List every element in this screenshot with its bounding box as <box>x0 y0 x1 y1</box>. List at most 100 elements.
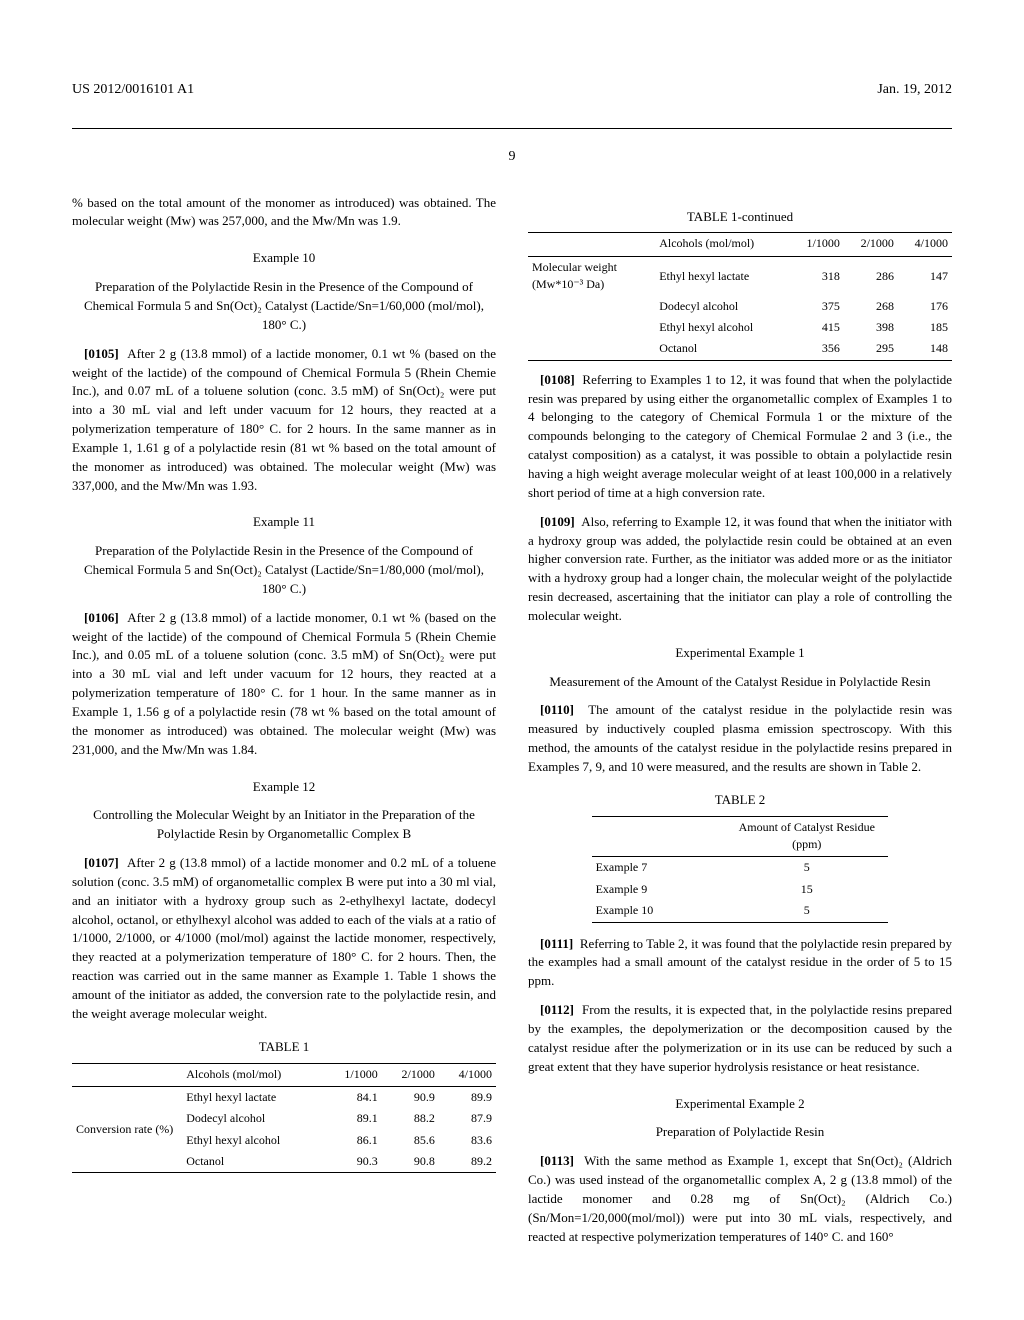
cell: 5 <box>725 857 888 879</box>
table-header: Amount of Catalyst Residue (ppm) <box>725 816 888 857</box>
cell: 185 <box>898 317 952 338</box>
paragraph-0106: [0106] After 2 g (13.8 mmol) of a lactid… <box>72 609 496 760</box>
table-row: Dodecyl alcohol 375 268 176 <box>528 296 952 317</box>
table-row: Example 7 5 <box>592 857 889 879</box>
cell: 176 <box>898 296 952 317</box>
body-text: Referring to Table 2, it was found that … <box>528 936 952 989</box>
table-1-title: TABLE 1 <box>72 1038 496 1057</box>
body-text: After 2 g (13.8 mmol) of a lactide monom… <box>72 346 496 493</box>
body-text: From the results, it is expected that, i… <box>528 1002 952 1074</box>
table-2: Amount of Catalyst Residue (ppm) Example… <box>592 816 889 923</box>
cell: 147 <box>898 256 952 295</box>
paragraph-num: [0112] <box>540 1002 574 1017</box>
cell: 5 <box>725 900 888 922</box>
paragraph-0113: [0113] With the same method as Example 1… <box>528 1152 952 1246</box>
paragraph-0109: [0109] Also, referring to Example 12, it… <box>528 513 952 626</box>
cell: 90.3 <box>325 1151 382 1173</box>
paragraph-num: [0108] <box>540 372 575 387</box>
cell: 356 <box>790 338 844 360</box>
body-text: After 2 g (13.8 mmol) of a lactide monom… <box>72 855 496 1021</box>
cell: 286 <box>844 256 898 295</box>
cell: 85.6 <box>382 1130 439 1151</box>
cell: Ethyl hexyl lactate <box>182 1086 324 1108</box>
table-row: Example 9 15 <box>592 879 889 900</box>
cell: Ethyl hexyl lactate <box>655 256 790 295</box>
table-header: 4/1000 <box>439 1063 496 1086</box>
table-header: Alcohols (mol/mol) <box>182 1063 324 1086</box>
table-row: Octanol 356 295 148 <box>528 338 952 360</box>
experimental-example-2-subtitle: Preparation of Polylactide Resin <box>528 1123 952 1142</box>
table-row: Ethyl hexyl alcohol 415 398 185 <box>528 317 952 338</box>
cell: Dodecyl alcohol <box>655 296 790 317</box>
experimental-example-1-subtitle: Measurement of the Amount of the Catalys… <box>528 673 952 692</box>
paragraph-num: [0107] <box>84 855 119 870</box>
table-1: Alcohols (mol/mol) 1/1000 2/1000 4/1000 … <box>72 1063 496 1174</box>
row-label: Molecular weight (Mw*10⁻³ Da) <box>528 256 655 295</box>
table-header: 2/1000 <box>844 233 898 256</box>
paragraph-0107: [0107] After 2 g (13.8 mmol) of a lactid… <box>72 854 496 1024</box>
paragraph-num: [0106] <box>84 610 119 625</box>
body-text: Also, referring to Example 12, it was fo… <box>528 514 952 623</box>
paragraph-num: [0110] <box>540 702 574 717</box>
cell: 90.9 <box>382 1086 439 1108</box>
paragraph-0112: [0112] From the results, it is expected … <box>528 1001 952 1076</box>
cell: 398 <box>844 317 898 338</box>
cell: 295 <box>844 338 898 360</box>
table-row: Conversion rate (%) Ethyl hexyl lactate … <box>72 1086 496 1108</box>
cell: 83.6 <box>439 1130 496 1151</box>
publication-date: Jan. 19, 2012 <box>877 80 952 100</box>
table-1c-title: TABLE 1-continued <box>528 208 952 227</box>
paragraph-0111: [0111] Referring to Table 2, it was foun… <box>528 935 952 992</box>
cell: Ethyl hexyl alcohol <box>182 1130 324 1151</box>
body-text: % based on the total amount of the monom… <box>72 194 496 232</box>
example-10-subtitle: Preparation of the Polylactide Resin in … <box>72 278 496 335</box>
cell: 90.8 <box>382 1151 439 1173</box>
paragraph-num: [0113] <box>540 1153 574 1168</box>
experimental-example-2-title: Experimental Example 2 <box>528 1095 952 1114</box>
cell: 268 <box>844 296 898 317</box>
table-header: 4/1000 <box>898 233 952 256</box>
paragraph-0108: [0108] Referring to Examples 1 to 12, it… <box>528 371 952 503</box>
cell: 84.1 <box>325 1086 382 1108</box>
paragraph-num: [0105] <box>84 346 119 361</box>
cell: Example 7 <box>592 857 726 879</box>
example-10-title: Example 10 <box>72 249 496 268</box>
table-2-title: TABLE 2 <box>528 791 952 810</box>
paragraph-num: [0109] <box>540 514 575 529</box>
cell: Octanol <box>182 1151 324 1173</box>
cell: 89.1 <box>325 1108 382 1129</box>
patent-publication-number: US 2012/0016101 A1 <box>72 80 194 100</box>
table-header: Alcohols (mol/mol) <box>655 233 790 256</box>
cell: 375 <box>790 296 844 317</box>
cell: Octanol <box>655 338 790 360</box>
table-header: 2/1000 <box>382 1063 439 1086</box>
paragraph-0110: [0110] The amount of the catalyst residu… <box>528 701 952 776</box>
cell: 415 <box>790 317 844 338</box>
cell: Example 9 <box>592 879 726 900</box>
cell: 86.1 <box>325 1130 382 1151</box>
cell: 15 <box>725 879 888 900</box>
cell: 89.9 <box>439 1086 496 1108</box>
cell: 88.2 <box>382 1108 439 1129</box>
paragraph-num: [0111] <box>540 936 573 951</box>
cell: 148 <box>898 338 952 360</box>
table-row: Example 10 5 <box>592 900 889 922</box>
body-text: Referring to Examples 1 to 12, it was fo… <box>528 372 952 500</box>
body-text: The amount of the catalyst residue in th… <box>528 702 952 774</box>
table-header: 1/1000 <box>790 233 844 256</box>
header-rule <box>72 128 952 129</box>
table-1-continued: Alcohols (mol/mol) 1/1000 2/1000 4/1000 … <box>528 232 952 360</box>
row-label: Conversion rate (%) <box>72 1086 182 1173</box>
cell: 89.2 <box>439 1151 496 1173</box>
example-11-title: Example 11 <box>72 513 496 532</box>
example-12-title: Example 12 <box>72 778 496 797</box>
table-row: Molecular weight (Mw*10⁻³ Da) Ethyl hexy… <box>528 256 952 295</box>
cell: Example 10 <box>592 900 726 922</box>
body-text: After 2 g (13.8 mmol) of a lactide monom… <box>72 610 496 757</box>
example-11-subtitle: Preparation of the Polylactide Resin in … <box>72 542 496 599</box>
cell: 318 <box>790 256 844 295</box>
body-text: With the same method as Example 1, excep… <box>528 1153 952 1243</box>
example-12-subtitle: Controlling the Molecular Weight by an I… <box>72 806 496 844</box>
page-number: 9 <box>72 147 952 167</box>
cell: Dodecyl alcohol <box>182 1108 324 1129</box>
